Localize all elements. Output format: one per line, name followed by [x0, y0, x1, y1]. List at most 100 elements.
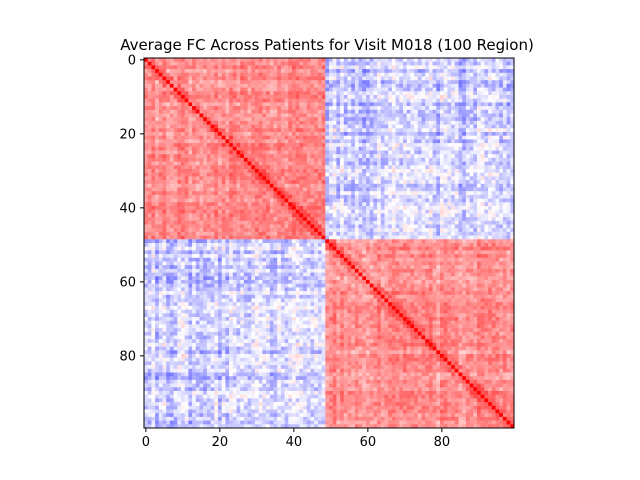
heatmap-cell: [181, 124, 185, 129]
heatmap-cell: [410, 180, 415, 185]
heatmap-cell: [214, 224, 219, 229]
heatmap-cell: [199, 117, 204, 122]
heatmap-cell: [166, 109, 171, 114]
heatmap-cell: [454, 58, 459, 62]
heatmap-cell: [317, 132, 322, 136]
heatmap-cell: [303, 117, 308, 122]
heatmap-cell: [266, 235, 271, 240]
heatmap-cell: [303, 239, 308, 244]
heatmap-cell: [351, 198, 356, 203]
heatmap-cell: [195, 187, 200, 192]
heatmap-cell: [292, 139, 296, 144]
heatmap-cell: [206, 239, 211, 244]
heatmap-cell: [440, 169, 444, 173]
heatmap-cell: [417, 135, 422, 140]
heatmap-cell: [144, 120, 148, 125]
heatmap-cell: [480, 220, 485, 225]
heatmap-cell: [299, 65, 304, 70]
heatmap-cell: [269, 228, 274, 233]
heatmap-cell: [403, 106, 407, 111]
heatmap-cell: [395, 72, 400, 77]
heatmap-cell: [158, 172, 163, 177]
heatmap-cell: [477, 209, 481, 214]
heatmap-cell: [484, 157, 489, 162]
heatmap-cell: [384, 172, 389, 177]
heatmap-cell: [399, 220, 404, 225]
heatmap-cell: [454, 143, 459, 148]
heatmap-cell: [299, 69, 304, 74]
heatmap-cell: [303, 220, 308, 225]
heatmap-cell: [243, 102, 248, 107]
heatmap-cell: [491, 132, 496, 136]
heatmap-cell: [277, 202, 282, 207]
heatmap-cell: [166, 117, 171, 122]
heatmap-cell: [351, 161, 356, 166]
heatmap-cell: [321, 113, 326, 118]
heatmap-cell: [332, 139, 337, 144]
heatmap-cell: [218, 124, 222, 129]
heatmap-cell: [491, 113, 496, 118]
heatmap-cell: [292, 143, 296, 148]
heatmap-cell: [510, 72, 515, 77]
heatmap-cell: [229, 191, 234, 196]
heatmap-cell: [221, 124, 226, 129]
heatmap-cell: [384, 128, 389, 133]
heatmap-cell: [366, 239, 370, 244]
heatmap-cell: [369, 198, 374, 203]
heatmap-cell: [247, 135, 252, 140]
heatmap-cell: [499, 69, 504, 74]
heatmap-cell: [406, 69, 411, 74]
heatmap-cell: [403, 61, 407, 66]
heatmap-cell: [351, 217, 356, 222]
heatmap-cell: [247, 69, 252, 74]
heatmap-cell: [225, 217, 230, 222]
heatmap-cell: [280, 228, 285, 233]
heatmap-cell: [240, 124, 245, 129]
heatmap-cell: [443, 109, 448, 114]
heatmap-cell: [181, 235, 185, 240]
heatmap-cell: [155, 95, 160, 99]
heatmap-cell: [465, 191, 470, 196]
heatmap-cell: [262, 95, 267, 99]
heatmap-cell: [206, 146, 211, 151]
heatmap-cell: [380, 76, 385, 81]
heatmap-cell: [221, 235, 226, 240]
heatmap-cell: [428, 187, 433, 192]
heatmap-cell: [169, 228, 174, 233]
heatmap-cell: [280, 87, 285, 92]
heatmap-cell: [343, 165, 348, 170]
heatmap-cell: [229, 154, 234, 159]
heatmap-cell: [354, 124, 359, 129]
heatmap-cell: [384, 176, 389, 181]
heatmap-cell: [243, 154, 248, 159]
heatmap-cell: [144, 176, 148, 181]
heatmap-cell: [443, 231, 448, 236]
heatmap-cell: [317, 198, 322, 203]
heatmap-cell: [421, 217, 426, 222]
heatmap-cell: [169, 80, 174, 85]
heatmap-cell: [284, 106, 289, 111]
heatmap-cell: [247, 161, 252, 166]
heatmap-cell: [169, 146, 174, 151]
heatmap-cell: [358, 143, 363, 148]
heatmap-cell: [292, 231, 296, 236]
heatmap-cell: [210, 206, 215, 210]
heatmap-cell: [255, 124, 259, 129]
heatmap-cell: [317, 176, 322, 181]
heatmap-cell: [306, 143, 311, 148]
heatmap-cell: [366, 117, 370, 122]
heatmap-cell: [384, 132, 389, 136]
heatmap-cell: [395, 95, 400, 99]
heatmap-cell: [366, 87, 370, 92]
heatmap-cell: [243, 194, 248, 199]
heatmap-cell: [306, 76, 311, 81]
heatmap-cell: [166, 95, 171, 99]
heatmap-cell: [502, 228, 507, 233]
heatmap-cell: [462, 180, 467, 185]
heatmap-cell: [317, 191, 322, 196]
heatmap-cell: [447, 180, 452, 185]
heatmap-cell: [465, 87, 470, 92]
heatmap-cell: [166, 161, 171, 166]
heatmap-cell: [388, 106, 393, 111]
